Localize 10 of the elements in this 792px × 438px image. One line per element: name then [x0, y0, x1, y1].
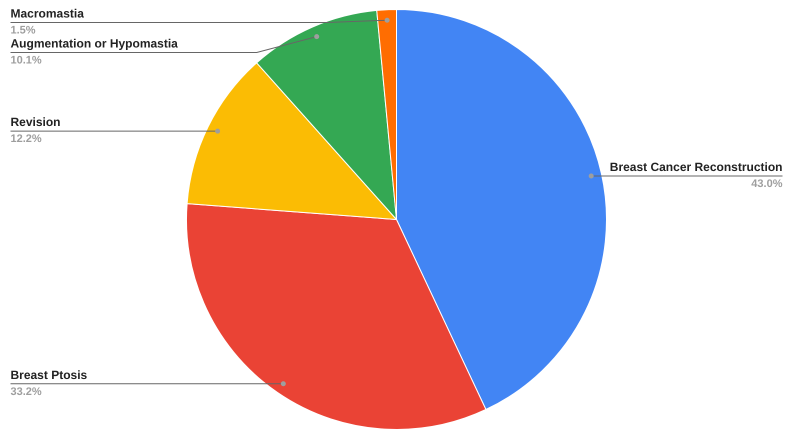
data-label: 10.1%	[10, 54, 42, 66]
slice-label: Breast Ptosis	[10, 368, 88, 382]
slice-label: Augmentation or Hypomastia	[10, 36, 178, 50]
data-label: 1.5%	[10, 24, 36, 36]
slice-label: Breast Cancer Reconstruction	[610, 160, 782, 174]
slice-label: Macromastia	[10, 6, 84, 20]
data-label: 12.2%	[10, 133, 42, 146]
slice-label: Revision	[10, 115, 61, 130]
data-label: 33.2%	[10, 386, 42, 398]
data-label: 43.0%	[751, 178, 783, 190]
